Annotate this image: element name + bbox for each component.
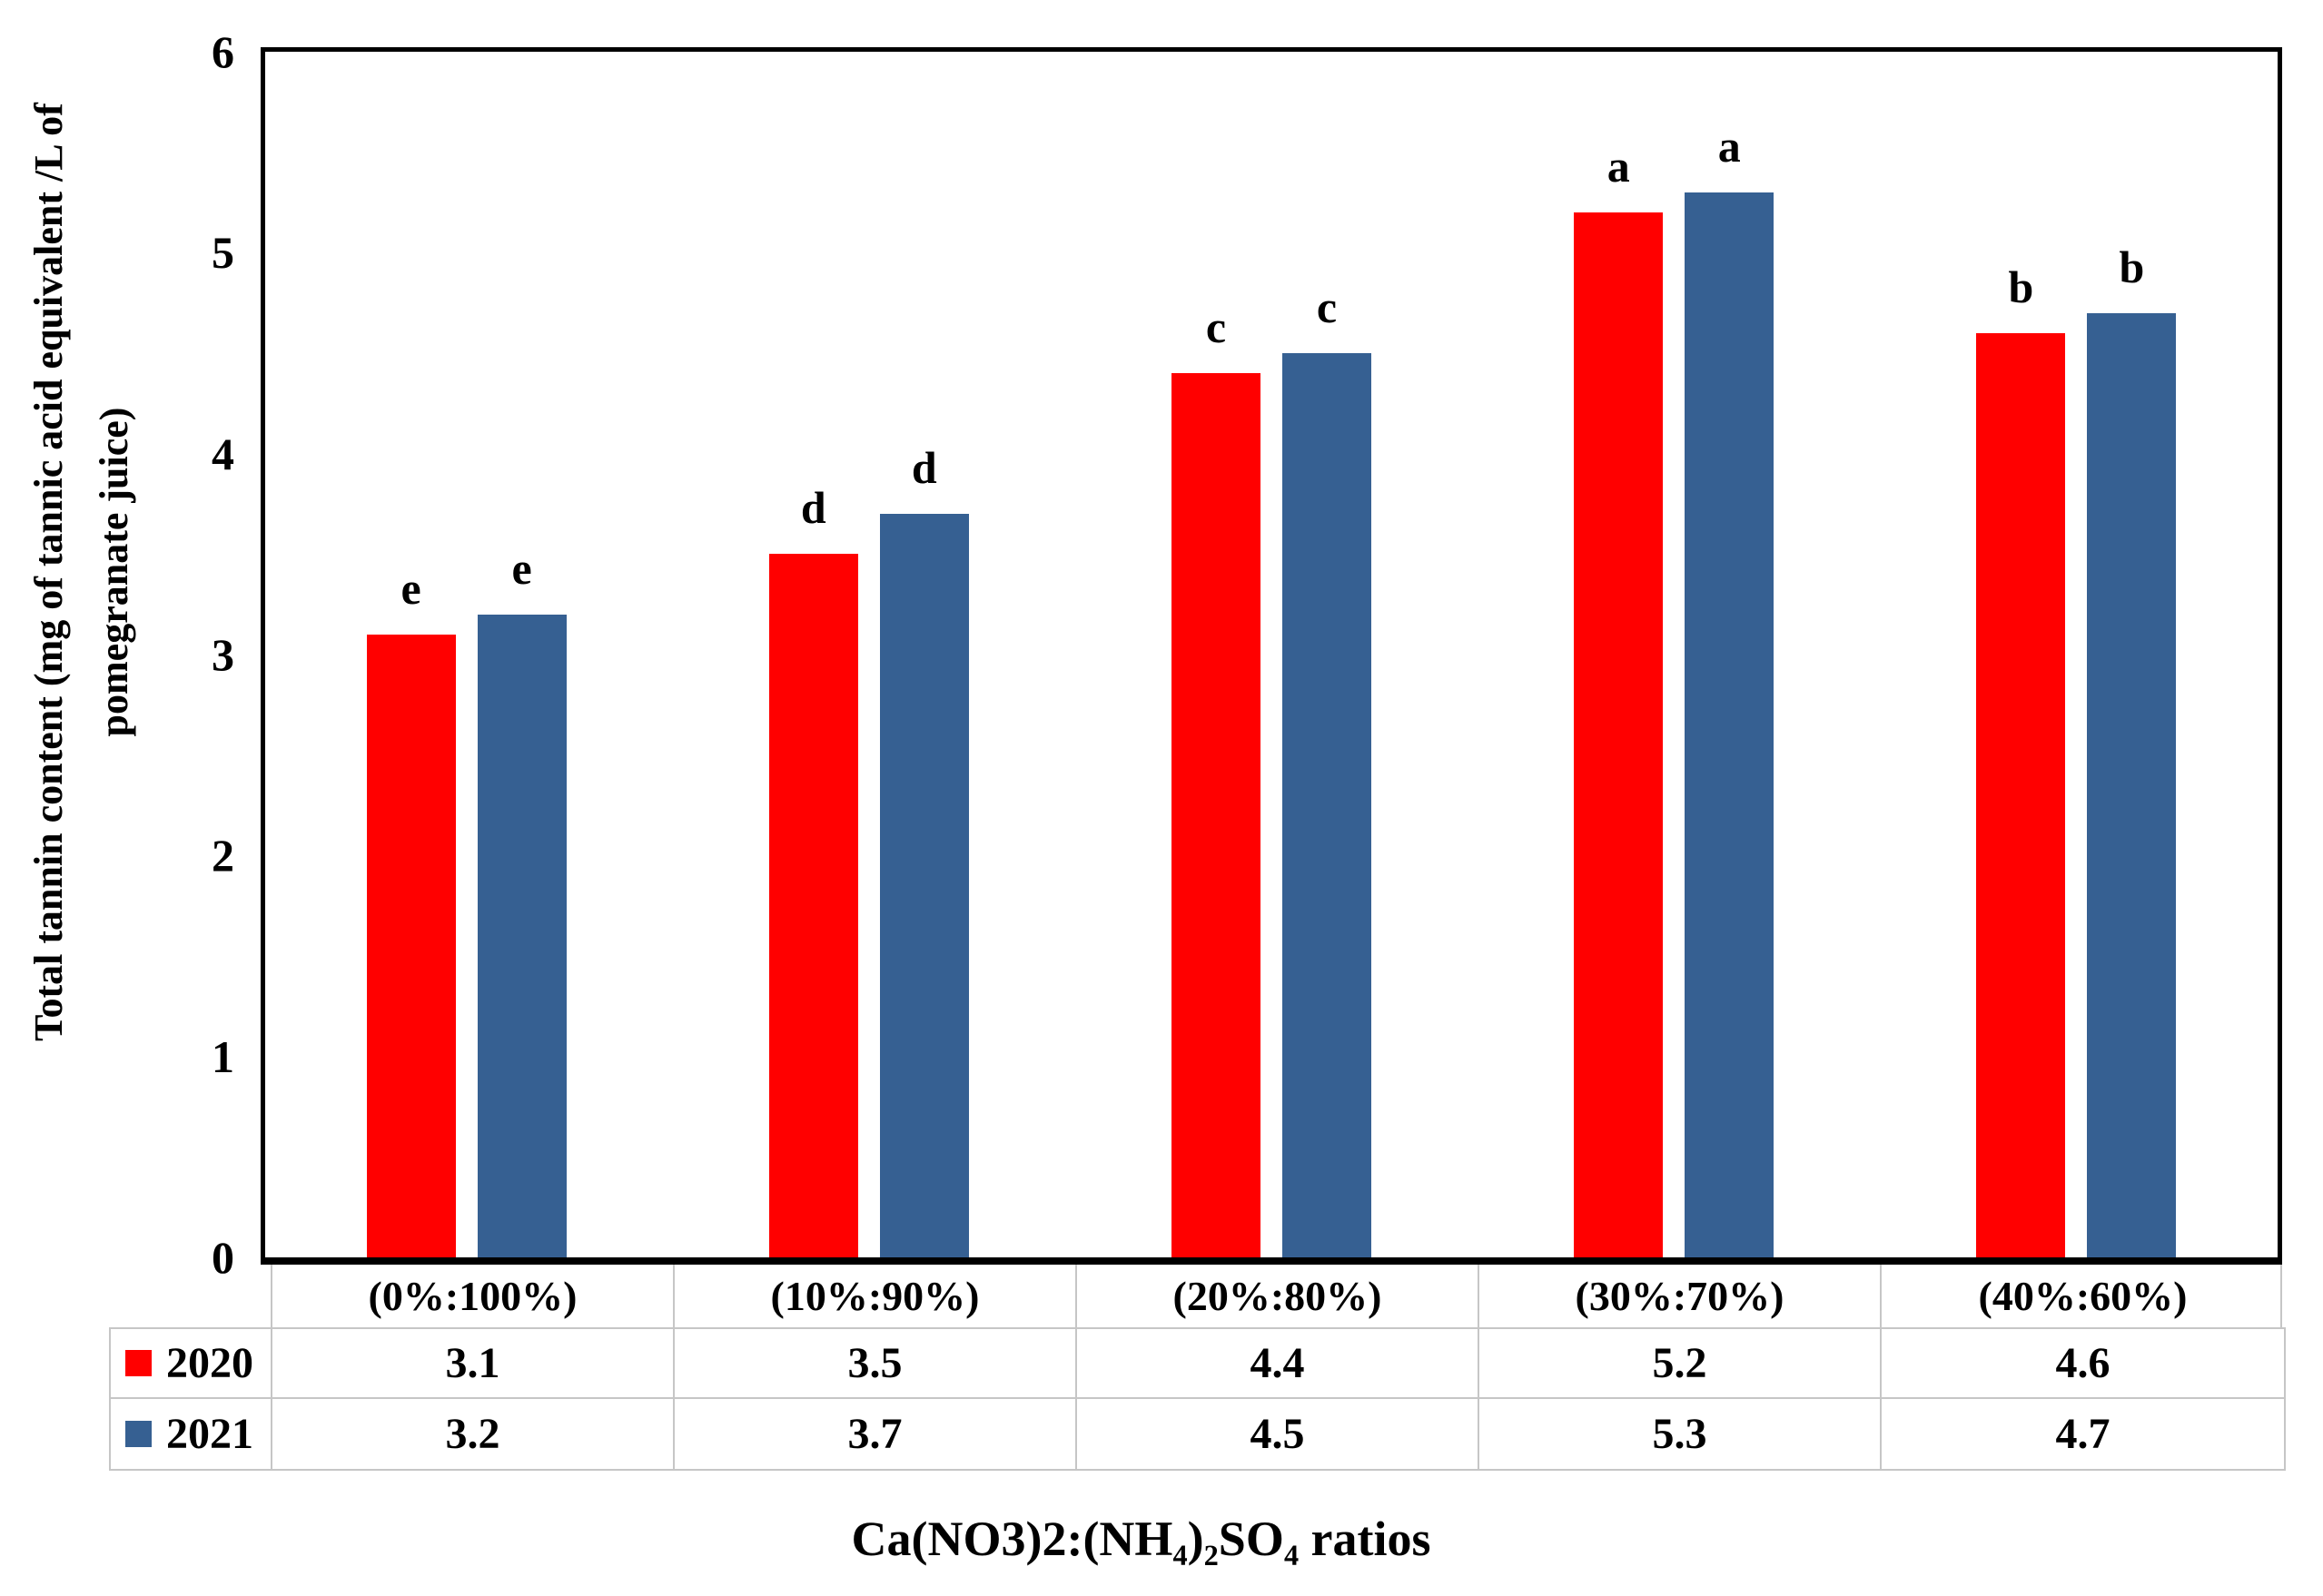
bar-2020: c — [1171, 304, 1260, 1257]
y-tick-label: 0 — [212, 1232, 234, 1283]
series-name: 2021 — [166, 1410, 253, 1458]
bar-2020: d — [768, 485, 858, 1257]
value-cell: 4.5 — [1077, 1399, 1479, 1469]
value-cell: 4.6 — [1882, 1329, 2284, 1399]
series-row-header-2020: 2020 — [111, 1329, 272, 1399]
value-cell: 3.5 — [675, 1329, 1077, 1399]
significance-letter: a — [1717, 120, 1741, 172]
category-header-cell: (20%:80%) — [1077, 1265, 1479, 1327]
category-header-cell: (30%:70%) — [1479, 1265, 1882, 1327]
x-axis-title: Ca(NO3)2:(NH₄)₂SO₄ ratios — [851, 1512, 1431, 1566]
legend-swatch-2020 — [125, 1350, 152, 1376]
value-cell: 3.7 — [675, 1399, 1077, 1469]
significance-letter: d — [911, 442, 937, 494]
y-axis-title-line-1: Total tannin content (mg of tannic acid … — [26, 103, 71, 1041]
category-header-cell: (0%:100%) — [272, 1265, 675, 1327]
value-cell: 5.2 — [1479, 1329, 1882, 1399]
y-tick-label: 6 — [212, 26, 234, 77]
series-row-header-2021: 2021 — [111, 1399, 272, 1469]
y-tick-label: 4 — [212, 428, 234, 479]
value-cell: 5.3 — [1479, 1399, 1882, 1469]
y-tick-label: 5 — [212, 227, 234, 279]
category-header-cell: (40%:60%) — [1978, 1273, 2188, 1319]
significance-letter: c — [1316, 281, 1338, 332]
y-tick-label: 3 — [212, 629, 234, 680]
significance-letter: c — [1205, 301, 1227, 353]
value-cell: 3.2 — [272, 1399, 675, 1469]
y-tick-label: 2 — [212, 830, 234, 882]
bar-2021: b — [2087, 244, 2177, 1257]
significance-letter: a — [1606, 141, 1630, 192]
bar-2021: c — [1282, 284, 1371, 1257]
legend-swatch-2021 — [125, 1421, 152, 1447]
bar-2021: d — [879, 445, 969, 1257]
significance-letter: d — [800, 482, 826, 534]
bar-2020: b — [1976, 264, 2066, 1257]
value-cell: 3.1 — [272, 1329, 675, 1399]
significance-letter: b — [2119, 241, 2145, 292]
bar-2020: e — [366, 566, 456, 1257]
significance-letter: b — [2008, 261, 2034, 312]
bar-2020: a — [1574, 143, 1664, 1257]
data-table-value-rows: 2020 3.1 3.5 4.4 5.2 4.6 2021 3.2 3.7 4.5 5.3 4.7 — [109, 1327, 2286, 1471]
significance-letter: e — [511, 542, 532, 594]
y-axis-title: Total tannin content (mg of tannic acid … — [14, 0, 150, 1162]
series-name: 2020 — [166, 1339, 253, 1387]
category-header-cell: (10%:90%) — [675, 1265, 1077, 1327]
y-tick-label: 1 — [212, 1030, 234, 1082]
value-cell: 4.4 — [1077, 1329, 1479, 1399]
bar-2021: e — [477, 546, 567, 1257]
data-table-category-header-row: (0%:100%) (10%:90%) (20%:80%) (30%:70%) (40%… — [271, 1265, 2282, 1327]
y-axis-title-line-2: pomegranate juice) — [92, 407, 136, 737]
bar-2021: a — [1685, 123, 1774, 1257]
value-cell: 4.7 — [2055, 1410, 2110, 1458]
significance-letter: e — [400, 562, 421, 614]
